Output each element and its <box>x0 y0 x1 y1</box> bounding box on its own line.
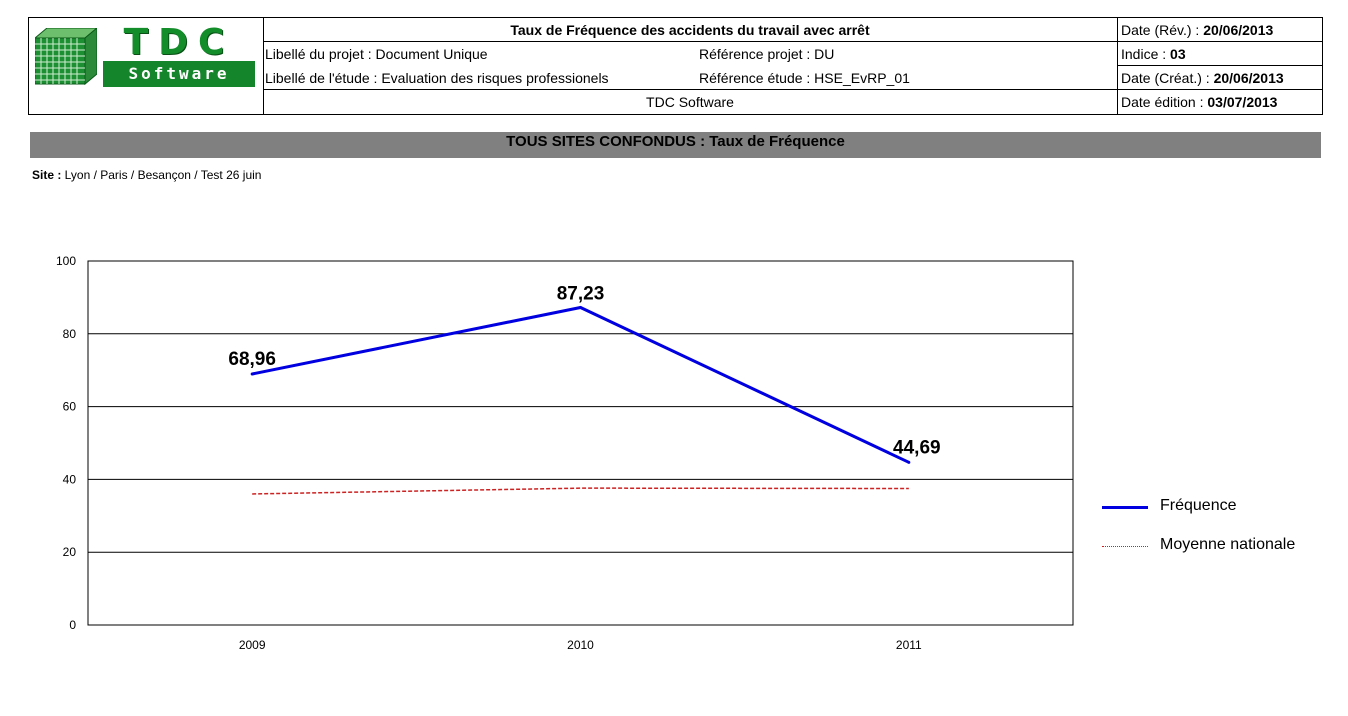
site-line: Site : Lyon / Paris / Besançon / Test 26… <box>32 168 261 182</box>
project-info: Libellé du projet : Document Unique Réfé… <box>263 42 1117 90</box>
data-label-frequence: 44,69 <box>893 437 941 458</box>
edition-date-row: Date édition : 03/07/2013 <box>1117 90 1322 114</box>
legend-swatch-frequence <box>1102 506 1148 509</box>
site-value: Lyon / Paris / Besançon / Test 26 juin <box>64 168 262 182</box>
index-label: Indice : <box>1121 46 1171 62</box>
legend-label-moyenne: Moyenne nationale <box>1160 536 1296 553</box>
logo-text-top: TDC <box>123 22 235 63</box>
legend-swatch-moyenne <box>1102 546 1148 547</box>
x-tick-label: 2010 <box>567 638 594 652</box>
study-reference: Référence étude : HSE_EvRP_01 <box>699 70 910 86</box>
logo-text-bottom: Software <box>103 61 255 87</box>
site-label: Site : <box>32 168 65 182</box>
revision-date: 20/06/2013 <box>1203 22 1274 38</box>
data-point-frequence <box>579 305 582 309</box>
series-line-moyenne-nationale <box>252 487 909 495</box>
creation-date: 20/06/2013 <box>1213 70 1284 86</box>
y-tick-label: 80 <box>63 327 77 341</box>
data-point-frequence <box>250 372 254 376</box>
cube-logo-icon <box>35 28 97 86</box>
series-line-frequence <box>251 305 910 464</box>
chart-legend: Fréquence Moyenne nationale <box>1100 494 1330 572</box>
data-point-frequence <box>907 460 911 464</box>
logo-cell: TDC Software <box>29 18 264 114</box>
index-value: 03 <box>1170 46 1186 62</box>
x-tick-label: 2011 <box>896 638 922 652</box>
y-tick-label: 60 <box>63 400 77 414</box>
report-title: Taux de Fréquence des accidents du trava… <box>263 18 1117 42</box>
index-row: Indice : 03 <box>1117 42 1322 66</box>
data-label-frequence: 87,23 <box>557 283 605 304</box>
y-tick-label: 100 <box>56 254 76 268</box>
document-header: TDC Software Taux de Fréquence des accid… <box>28 17 1323 115</box>
revision-date-label: Date (Rév.) : <box>1121 22 1204 38</box>
company-name: TDC Software <box>646 94 734 110</box>
data-label-frequence: 68,96 <box>228 349 276 370</box>
project-label: Libellé du projet : Document Unique <box>265 46 488 62</box>
y-tick-label: 20 <box>63 545 77 559</box>
brand-logo: TDC Software <box>103 22 255 97</box>
project-reference: Référence projet : DU <box>699 46 835 62</box>
y-tick-label: 40 <box>63 472 77 486</box>
section-banner: TOUS SITES CONFONDUS : Taux de Fréquence <box>30 132 1321 158</box>
x-tick-label: 2009 <box>239 638 266 652</box>
edition-date: 03/07/2013 <box>1207 94 1278 110</box>
header-dates: Date (Rév.) : 20/06/2013 Indice : 03 Dat… <box>1117 18 1322 114</box>
header-middle: Taux de Fréquence des accidents du trava… <box>263 18 1118 114</box>
y-tick-label: 0 <box>69 618 76 632</box>
legend-item-moyenne: Moyenne nationale <box>1100 533 1330 572</box>
creation-date-row: Date (Créat.) : 20/06/2013 <box>1117 66 1322 90</box>
edition-date-label: Date édition : <box>1121 94 1208 110</box>
legend-item-frequence: Fréquence <box>1100 494 1330 533</box>
revision-date-row: Date (Rév.) : 20/06/2013 <box>1117 18 1322 42</box>
creation-date-label: Date (Créat.) : <box>1121 70 1214 86</box>
legend-label-frequence: Fréquence <box>1160 497 1237 514</box>
study-label: Libellé de l'étude : Evaluation des risq… <box>265 70 609 86</box>
plot-area-frame <box>87 260 1074 626</box>
